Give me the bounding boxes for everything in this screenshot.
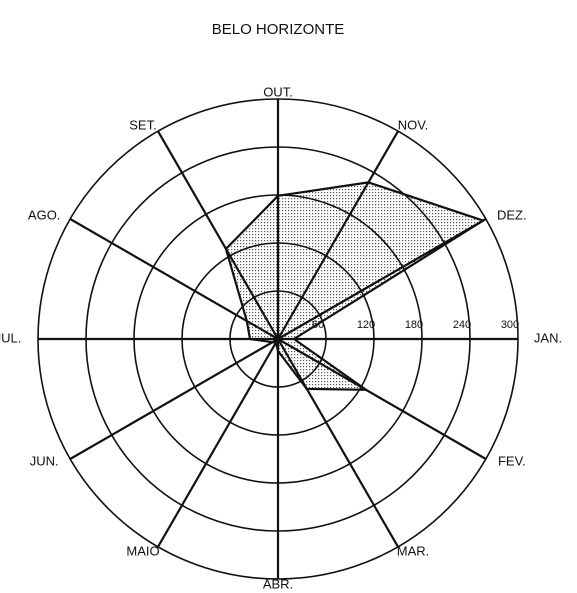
spoke: [157, 338, 279, 548]
r-tick-label: 120: [357, 319, 375, 331]
r-tick-label: 300: [501, 319, 519, 331]
category-label: SET.: [129, 117, 156, 132]
spoke: [277, 338, 487, 460]
spoke: [69, 218, 279, 340]
category-label: AGO.: [28, 207, 61, 222]
category-label: NOV.: [398, 117, 429, 132]
spoke: [277, 338, 399, 548]
chart-title: BELO HORIZONTE: [212, 21, 345, 38]
spoke: [277, 218, 487, 340]
spoke: [277, 130, 399, 340]
spoke: [157, 130, 279, 340]
category-label: JUL.: [0, 330, 21, 345]
category-label: DEZ.: [497, 207, 527, 222]
r-tick-label: 60: [312, 319, 324, 331]
category-label: MAR.: [397, 543, 430, 558]
category-label: OUT.: [263, 84, 293, 99]
category-label: JAN.: [534, 330, 562, 345]
r-tick-label: 240: [453, 319, 471, 331]
category-label: MAIO: [126, 543, 159, 558]
category-label: JUN.: [30, 453, 59, 468]
data-area: [224, 181, 485, 391]
r-tick-label: 180: [405, 319, 423, 331]
category-label: FEV.: [498, 453, 526, 468]
spoke: [69, 338, 279, 460]
category-label: ABR.: [263, 576, 293, 591]
